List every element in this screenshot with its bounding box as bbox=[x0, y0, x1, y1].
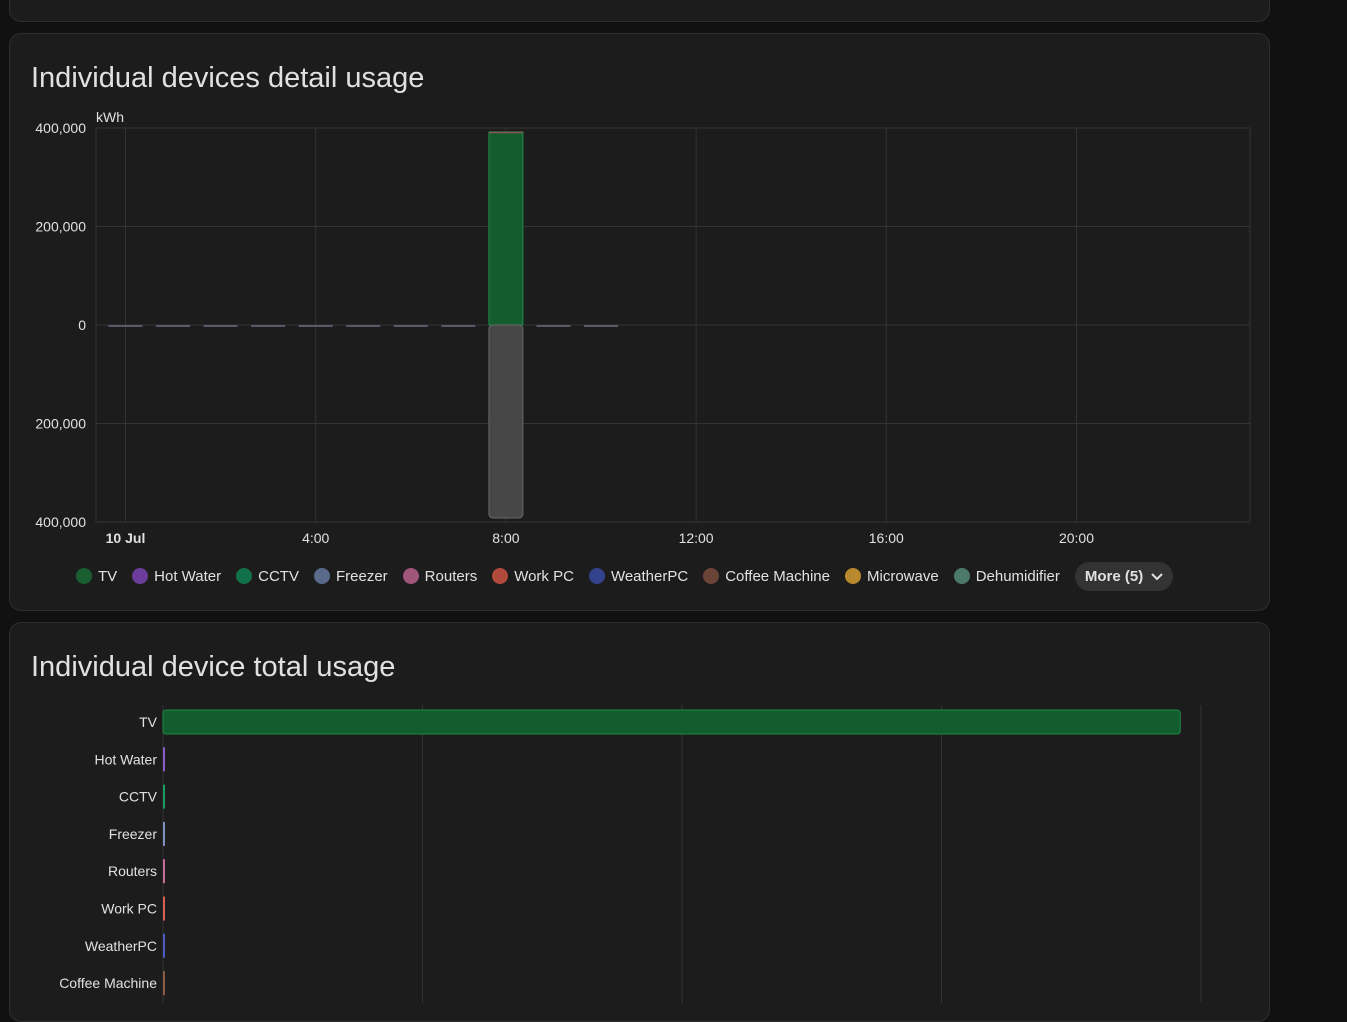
bar-total bbox=[163, 971, 165, 996]
x-tick-label: 8:00 bbox=[492, 530, 519, 546]
category-label: Coffee Machine bbox=[59, 975, 157, 991]
legend-item[interactable]: Hot Water bbox=[132, 568, 221, 585]
legend-label: Routers bbox=[424, 567, 478, 585]
category-label: WeatherPC bbox=[85, 938, 157, 954]
legend-item[interactable]: Microwave bbox=[845, 568, 939, 585]
bar-consumption bbox=[488, 131, 524, 326]
legend-item[interactable]: Coffee Machine bbox=[703, 568, 830, 585]
legend-item[interactable]: Dehumidifier bbox=[953, 567, 1060, 585]
legend-label: TV bbox=[98, 567, 118, 585]
bar-total bbox=[162, 709, 1181, 735]
bar-total bbox=[163, 747, 165, 772]
bar-total bbox=[163, 859, 165, 884]
legend-item[interactable]: Freezer bbox=[313, 567, 388, 585]
legend-label: WeatherPC bbox=[610, 567, 689, 585]
category-label: Work PC bbox=[101, 901, 157, 917]
category-label: CCTV bbox=[119, 789, 158, 805]
x-tick-label: 20:00 bbox=[1059, 530, 1094, 546]
x-tick-label: 10 Jul bbox=[106, 530, 146, 546]
legend-label: Dehumidifier bbox=[975, 567, 1060, 585]
legend-swatch bbox=[703, 568, 720, 584]
bar-total bbox=[163, 784, 165, 809]
x-tick-label: 12:00 bbox=[679, 530, 714, 546]
category-label: Routers bbox=[108, 863, 157, 879]
legend-swatch bbox=[132, 568, 149, 584]
bar-total bbox=[163, 821, 165, 846]
legend: TV Hot Water CCTV Freezer Routers Work PC Weat… bbox=[76, 561, 1174, 591]
legend-item[interactable]: CCTV bbox=[236, 568, 299, 585]
category-label: Freezer bbox=[109, 826, 158, 842]
legend-label: Hot Water bbox=[154, 567, 222, 585]
card-title-total: Individual device total usage bbox=[31, 651, 396, 683]
legend-item[interactable]: Routers bbox=[402, 567, 478, 585]
legend-item[interactable]: Work PC bbox=[492, 568, 574, 585]
y-tick-label: 200,000 bbox=[35, 219, 86, 235]
legend-swatch bbox=[953, 568, 970, 584]
legend-swatch bbox=[492, 568, 509, 584]
x-tick-label: 4:00 bbox=[302, 530, 329, 546]
total-usage-chart: TV Hot Water CCTV Freezer Routers Work PC Weat… bbox=[59, 705, 1202, 1003]
card-title-detail: Individual devices detail usage bbox=[31, 62, 425, 94]
y-tick-label: 200,000 bbox=[35, 416, 86, 432]
legend-more-label: More (5) bbox=[1084, 567, 1144, 585]
y-tick-label: 400,000 bbox=[35, 514, 86, 530]
card-detail-usage: Individual devices detail usage 400,000 2… bbox=[9, 33, 1270, 611]
card-total-usage: Individual device total usage TV Hot Wate… bbox=[9, 622, 1270, 1022]
x-tick-label: 16:00 bbox=[869, 530, 904, 546]
legend-swatch bbox=[845, 568, 861, 584]
legend-label: Work PC bbox=[514, 567, 574, 585]
legend-swatch bbox=[588, 568, 605, 584]
legend-item[interactable]: WeatherPC bbox=[588, 567, 689, 585]
bar-total bbox=[163, 896, 165, 921]
category-label: TV bbox=[139, 714, 158, 730]
y-axis-label: kWh bbox=[96, 109, 124, 125]
legend-more-button[interactable]: More (5) bbox=[1074, 561, 1174, 591]
legend-label: Microwave bbox=[867, 567, 939, 585]
legend-swatch bbox=[313, 568, 330, 584]
legend-label: Freezer bbox=[335, 567, 388, 585]
y-tick-label: 400,000 bbox=[35, 120, 86, 136]
card-previous bbox=[9, 0, 1270, 22]
chevron-down-icon bbox=[1151, 568, 1163, 585]
bar-return bbox=[488, 324, 524, 519]
legend-swatch bbox=[402, 568, 419, 584]
legend-swatch bbox=[236, 568, 253, 584]
y-tick-label: 0 bbox=[78, 317, 86, 333]
legend-label: Coffee Machine bbox=[725, 567, 830, 585]
legend-label: CCTV bbox=[258, 567, 299, 585]
legend-swatch bbox=[76, 568, 92, 584]
legend-item[interactable]: TV bbox=[76, 568, 117, 585]
category-label: Hot Water bbox=[95, 751, 158, 767]
bar-total bbox=[163, 933, 165, 958]
detail-usage-chart: 400,000 200,000 0 200,000 400,000 kWh 10 Jul 4:… bbox=[35, 109, 1251, 546]
